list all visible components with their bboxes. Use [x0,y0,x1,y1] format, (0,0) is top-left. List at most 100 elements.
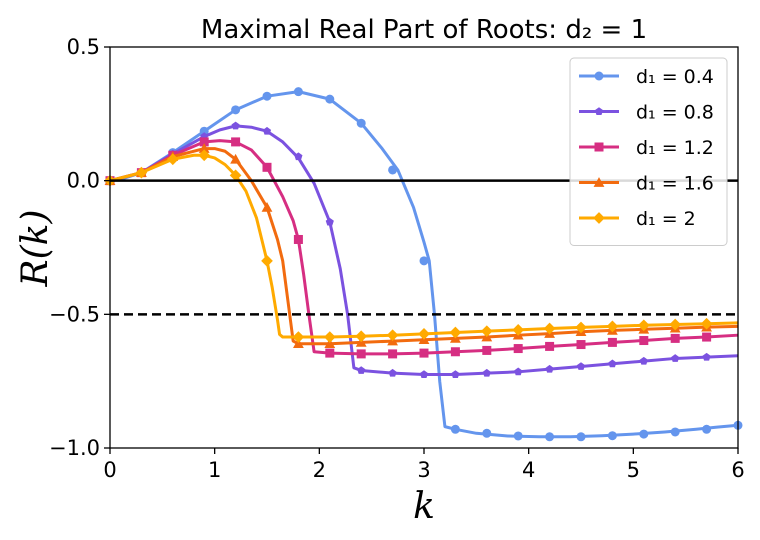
data-point-d-2 [480,325,493,338]
legend-box [569,57,728,246]
legend-item-d-1_2: d₁ = 1.2 [579,137,714,159]
x-tick-label: 2 [313,458,326,482]
data-point-d-0_4 [576,432,586,442]
data-point-d-0_8 [262,126,272,135]
data-point-d-2 [323,331,336,343]
series-line-d-1_6 [109,147,739,346]
y-tick-label: −1.0 [49,436,100,460]
data-point-d-2 [700,317,713,330]
data-point-d-0_8 [514,367,523,376]
data-point-d-1_2 [419,348,429,358]
data-point-d-0_8 [231,121,240,130]
data-point-d-0_4 [356,118,366,128]
legend-marker [594,107,604,115]
data-point-d-1_2 [325,348,335,358]
data-point-d-0_8 [294,152,303,161]
data-point-d-0_8 [545,364,554,373]
data-point-d-1_2 [231,137,241,147]
data-point-d-0_4 [325,94,335,104]
x-tick-label: 0 [103,458,116,482]
data-point-d-1_6 [324,338,336,349]
data-point-d-1_2 [482,345,492,355]
data-point-d-0_8 [482,368,491,377]
legend-label: d₁ = 0.4 [636,66,714,88]
data-point-d-0_4 [639,429,649,439]
data-point-d-2 [449,326,462,339]
data-point-d-1_2 [450,347,460,357]
data-point-d-2 [418,327,430,340]
data-point-d-2 [637,319,650,332]
data-point-d-1_2 [199,137,209,147]
legend-label: d₁ = 0.8 [636,102,714,124]
data-point-d-2 [135,166,148,179]
data-point-d-0_4 [262,91,272,101]
legend-marker [593,177,605,187]
data-point-d-1_2 [262,162,272,172]
data-point-d-0_4 [482,428,492,438]
data-point-d-2 [512,323,525,336]
data-point-d-0_8 [419,370,429,378]
series-layer [104,87,743,442]
legend-label: d₁ = 1.6 [636,173,714,195]
data-point-d-0_8 [357,366,366,374]
data-point-d-0_8 [451,370,460,378]
data-point-d-2 [543,322,556,335]
data-point-d-1_2 [293,234,303,244]
data-point-d-0_4 [199,126,209,136]
data-point-d-1_2 [607,337,617,347]
data-point-d-1_6 [293,338,304,349]
legend-item-d-2: d₁ = 2 [579,208,696,230]
x-tick-label: 5 [627,458,640,482]
data-point-d-1_2 [670,333,680,343]
data-point-d-0_4 [513,431,523,441]
data-point-d-0_4 [670,427,680,437]
legend-label: d₁ = 1.2 [636,137,714,159]
data-point-d-2 [606,320,619,333]
data-point-d-0_4 [702,424,712,434]
data-point-d-0_4 [607,431,617,441]
data-point-d-2 [198,149,211,162]
ticks: 0 1 2 3 4 5 6 −1.0 −0.5 0.0 0.5 [49,35,745,482]
x-tick-label: 4 [522,458,535,482]
y-tick-label: −0.5 [49,302,100,326]
data-point-d-2 [669,318,682,331]
series-line-d-1_2 [109,139,739,356]
y-tick-label: 0.5 [67,35,100,59]
legend: d₁ = 0.4 d₁ = 0.8 d₁ = 1.2 d₁ = 1.6 d₁ = 2 [569,57,728,246]
data-point-d-2 [261,255,273,267]
y-tick-label: 0.0 [67,169,100,193]
series-line-d-0_8 [109,124,739,376]
chart-title: Maximal Real Part of Roots: d₂ = 1 [201,15,647,45]
data-point-d-1_2 [545,341,555,351]
data-point-d-0_8 [576,362,586,370]
data-point-d-0_4 [419,256,429,266]
data-point-d-0_4 [545,432,555,442]
legend-marker [594,71,604,81]
data-point-d-1_2 [576,340,586,350]
data-point-d-0_8 [325,217,334,226]
data-point-d-2 [386,329,399,342]
legend-item-d-0_4: d₁ = 0.4 [579,66,714,88]
data-point-d-0_4 [293,87,303,97]
legend-item-d-1_6: d₁ = 1.6 [579,173,714,195]
y-axis-label: R(k) [15,209,56,287]
data-point-d-1_6 [198,143,210,153]
x-tick-label: 3 [417,458,430,482]
data-point-d-1_2 [702,332,712,342]
legend-label: d₁ = 2 [636,208,696,230]
data-point-d-0_8 [702,352,711,361]
data-point-d-0_4 [388,165,398,175]
legend-item-d-0_8: d₁ = 0.8 [579,102,714,124]
data-point-d-2 [355,330,368,343]
data-point-d-1_2 [639,336,649,346]
data-point-d-1_6 [261,202,273,212]
x-axis-label: k [413,486,435,527]
data-point-d-0_8 [671,354,680,362]
data-point-d-2 [292,331,305,343]
data-point-d-1_6 [230,153,241,164]
data-point-d-0_4 [231,105,241,115]
x-tick-label: 1 [208,458,221,482]
data-point-d-2 [229,169,242,182]
data-point-d-2 [575,321,587,334]
